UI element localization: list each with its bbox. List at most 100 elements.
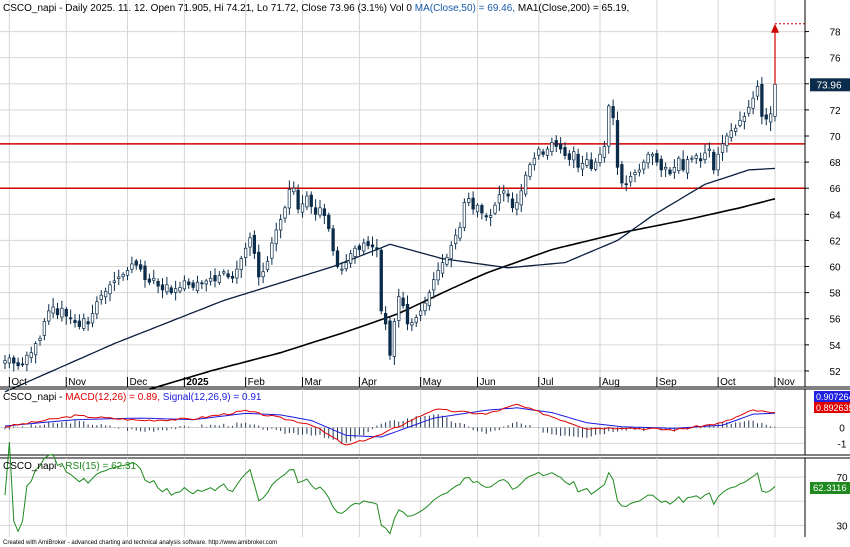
candle-body <box>226 273 230 278</box>
candle-body <box>283 207 287 219</box>
candle-body <box>515 202 519 210</box>
candle-body <box>698 158 703 162</box>
candle-body <box>47 310 51 322</box>
ma50-line <box>4 167 776 393</box>
candle-body <box>348 253 353 264</box>
price-ytick-label: 58 <box>829 289 841 300</box>
candle-body <box>103 290 108 298</box>
candle-body <box>510 198 515 209</box>
price-ytick-label: 78 <box>829 28 841 39</box>
candle-body <box>541 151 545 155</box>
candle-body <box>344 262 348 270</box>
candle-body <box>235 268 239 279</box>
candle-body <box>296 189 300 210</box>
candle-body <box>51 306 55 314</box>
price-xtick-label: Oct <box>720 377 736 388</box>
candle-body <box>528 164 532 177</box>
candle-body <box>353 247 357 257</box>
price-ytick-label: 54 <box>829 341 841 352</box>
candle-body <box>130 263 134 270</box>
candle-body <box>747 106 751 114</box>
candle-body <box>537 148 541 156</box>
candle-body <box>720 143 725 153</box>
candle-body <box>274 229 278 245</box>
candle-body <box>497 194 502 204</box>
price-xtick-label: Aug <box>602 377 620 388</box>
candle-body <box>73 320 77 324</box>
candle-body <box>624 183 628 186</box>
candle-body <box>502 190 506 194</box>
rsi-label-text: 62.3116 <box>813 483 847 494</box>
macd-ytick-label: -1 <box>838 439 847 450</box>
candle-body <box>340 268 344 271</box>
price-xtick-label: Feb <box>248 377 266 388</box>
candle-body <box>165 284 169 293</box>
candle-body <box>432 279 436 291</box>
candle-body <box>86 321 90 325</box>
candle-body <box>169 287 173 293</box>
candle-body <box>239 258 243 270</box>
candle-body <box>493 204 497 214</box>
rsi-pane: 70 30 62.3116 CSCO_napi - RSI(15) = 62.31 <box>0 442 850 537</box>
candle-body <box>703 152 707 160</box>
candle-body <box>628 176 633 183</box>
candle-body <box>327 214 331 230</box>
macd-label-text: 0.892635 <box>816 403 850 413</box>
candle-body <box>112 280 117 283</box>
candle-body <box>427 292 432 307</box>
candle-body <box>366 241 370 246</box>
macd-title-macd: MACD(12,26) = 0.89, <box>65 392 160 403</box>
price-xtick-label: May <box>423 377 442 388</box>
candle-body <box>611 106 615 119</box>
candle-body <box>716 153 720 171</box>
candle-body <box>607 105 611 147</box>
price-ytick-label: 68 <box>829 158 841 169</box>
candle-body <box>147 278 152 283</box>
candle-body <box>243 247 248 258</box>
candle-body <box>125 270 130 276</box>
candle-body <box>309 194 313 207</box>
candle-body <box>25 354 29 365</box>
candle-body <box>458 227 462 239</box>
candle-body <box>480 205 484 214</box>
price-xtick-label: Apr <box>361 377 377 388</box>
candle-body <box>222 271 226 274</box>
candle-body <box>55 308 60 316</box>
candle-body <box>589 159 593 169</box>
price-ytick-label: 70 <box>829 132 841 143</box>
candle-body <box>677 157 681 171</box>
candle-body <box>633 172 637 175</box>
candle-body <box>554 140 558 147</box>
candle-body <box>707 148 712 151</box>
price-xtick-label: Dec <box>130 377 148 388</box>
footer-credit: Created with AmiBroker - advanced charti… <box>3 540 277 546</box>
candle-body <box>519 190 523 206</box>
candle-body <box>397 296 401 321</box>
macd-pane: 0 -1 0.907264 0.892635 CSCO_napi - MACD(1… <box>0 388 850 456</box>
candle-body <box>68 317 73 320</box>
candle-body <box>292 187 296 193</box>
candle-body <box>108 284 112 295</box>
candle-body <box>357 245 362 250</box>
candle-body <box>760 84 764 117</box>
macd-title-prefix: CSCO_napi - <box>3 392 62 403</box>
candle-body <box>191 282 195 288</box>
candle-body <box>405 303 410 325</box>
price-title-ma50: MA(Close,50) = 69.46, <box>415 3 515 14</box>
candle-body <box>392 320 397 357</box>
price-xtick-label: Sep <box>659 377 677 388</box>
candle-body <box>506 193 510 197</box>
candle-body <box>414 317 418 323</box>
candle-body <box>29 352 33 358</box>
price-label: 73.96 <box>810 78 850 92</box>
candle-body <box>270 242 274 259</box>
ma200-line <box>149 198 776 390</box>
candle-body <box>445 257 449 265</box>
candle-body <box>650 153 655 157</box>
candle-body <box>523 174 528 195</box>
candle-body <box>12 357 16 364</box>
signal-line <box>4 407 776 438</box>
candle-body <box>773 83 777 117</box>
macd-title: CSCO_napi - MACD(12,26) = 0.89, Signal(1… <box>3 392 262 403</box>
candle-body <box>60 307 64 318</box>
